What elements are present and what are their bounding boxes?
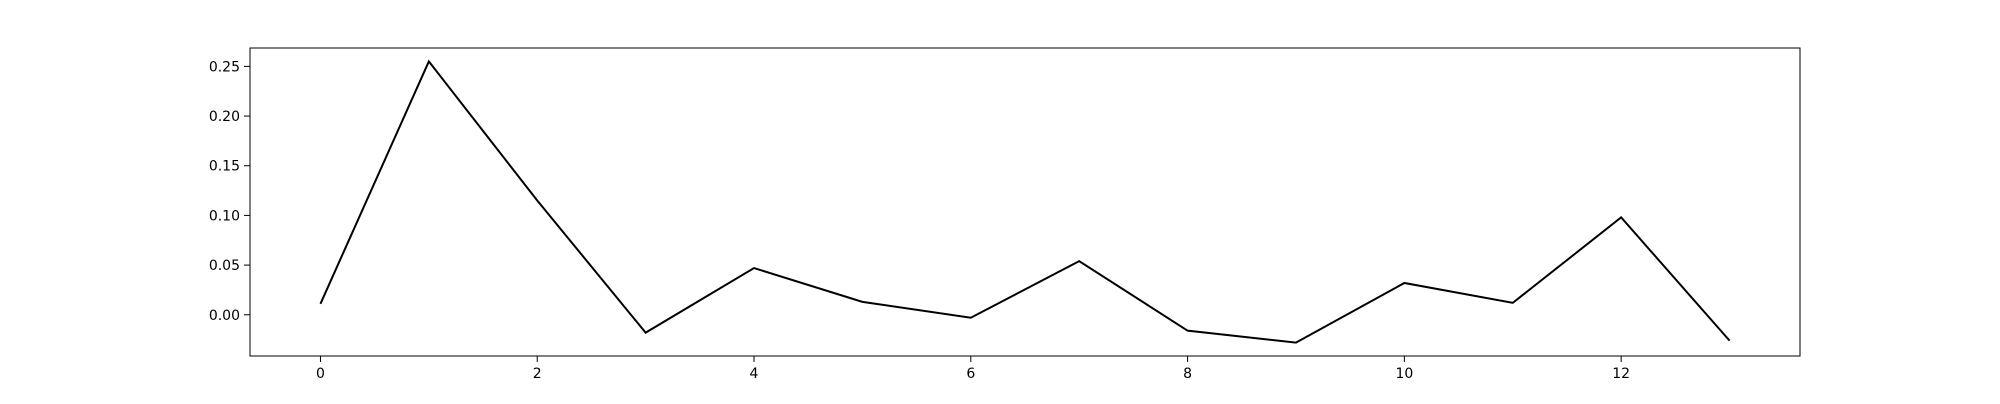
x-tick-label: 4 <box>750 366 759 382</box>
x-tick-label: 2 <box>533 366 542 382</box>
x-tick-label: 6 <box>966 366 975 382</box>
series-layer <box>319 59 1731 344</box>
y-tick-label: 0.15 <box>209 159 240 175</box>
x-tick-label: 10 <box>1395 366 1413 382</box>
x-axis: 0 2 4 6 8 10 12 <box>316 356 1630 382</box>
x-tick-label: 0 <box>316 366 325 382</box>
y-tick-label: 0.10 <box>209 208 240 224</box>
series-line <box>319 59 1731 344</box>
x-tick-label: 8 <box>1183 366 1192 382</box>
y-tick-label: 0.05 <box>209 258 240 274</box>
y-axis: 0.00 0.05 0.10 0.15 0.20 0.25 <box>209 59 250 324</box>
y-tick-label: 0.20 <box>209 109 240 125</box>
y-tick-label: 0.00 <box>209 308 240 324</box>
plot-area <box>249 47 1801 357</box>
y-tick-label: 0.25 <box>209 59 240 75</box>
x-tick-label: 12 <box>1612 366 1630 382</box>
